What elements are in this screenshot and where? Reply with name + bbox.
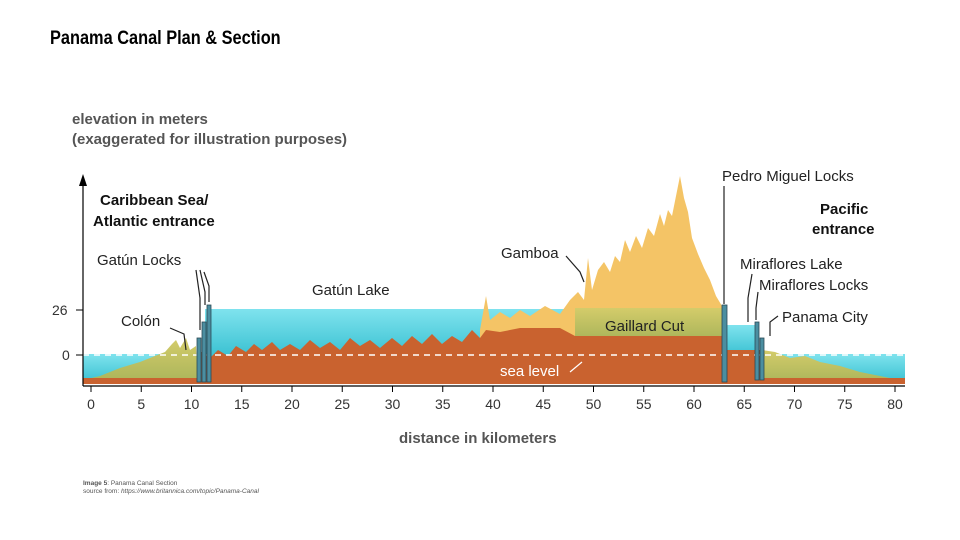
atlantic-coast-terrain [83,338,198,384]
x-tick-label: 20 [284,396,300,412]
sea-level-pointer [569,361,583,373]
label-gamboa: Gamboa [501,245,559,262]
y-axis-title-line2: (exaggerated for illustration purposes) [72,131,348,148]
label-colon: Colón [121,313,160,330]
caption-source-url: https://www.britannica.com/topic/Panama-… [120,488,259,495]
x-tick-label: 70 [787,396,803,412]
bedrock-profile [83,328,905,384]
continental-divide-terrain [480,176,726,340]
x-ticks: 0 5 10 15 20 25 30 35 40 45 50 55 60 65 70 75 80 [87,386,903,412]
x-tick-label: 35 [435,396,451,412]
caption-label: Image 5 [83,480,108,487]
x-tick-label: 50 [586,396,602,412]
pacific-coast-terrain [762,350,905,384]
x-tick-label: 30 [385,396,401,412]
x-tick-label: 45 [535,396,551,412]
caption-text: : Panama Canal Section [107,480,178,487]
y-tick-26: 26 [52,302,68,318]
label-gatun-locks: Gatún Locks [97,252,181,269]
x-tick-label: 5 [137,396,145,412]
x-tick-label: 0 [87,396,95,412]
label-gatun-lake: Gatún Lake [312,282,390,299]
y-tick-0: 0 [62,347,70,363]
x-tick-label: 65 [736,396,752,412]
x-tick-label: 25 [334,396,350,412]
x-tick-label: 55 [636,396,652,412]
label-gaillard-cut: Gaillard Cut [605,318,685,335]
y-axis-title-line1: elevation in meters [72,111,208,128]
gatun-locks-structure [196,304,212,383]
label-miraflores-lake: Miraflores Lake [740,256,843,273]
x-axis-title: distance in kilometers [399,430,557,447]
label-pacific-line1: Pacific [820,201,868,218]
label-pedro-miguel-locks: Pedro Miguel Locks [722,168,854,185]
label-caribbean-line1: Caribbean Sea/ [100,192,209,209]
miraflores-locks-structure [754,321,765,381]
y-axis-title: elevation in meters (exaggerated for ill… [72,110,347,150]
y-axis-arrow [79,174,87,186]
caption-source-prefix: source from: [83,488,121,495]
x-tick-label: 15 [234,396,250,412]
label-sea-level: sea level [500,363,559,380]
gaillard-cut-band [575,308,725,340]
pedro-miguel-locks-structure [721,304,728,383]
leader-lines [169,186,779,351]
label-caribbean-line2: Atlantic entrance [93,213,215,230]
x-tick-label: 60 [686,396,702,412]
slide-title: Panama Canal Plan & Section [50,28,281,49]
label-miraflores-locks: Miraflores Locks [759,277,868,294]
image-caption: Image 5: Panama Canal Section source fro… [83,480,259,496]
label-pacific-line2: entrance [812,221,875,238]
label-panama-city: Panama City [782,309,868,326]
x-tick-label: 10 [184,396,200,412]
x-tick-label: 40 [485,396,501,412]
x-tick-label: 80 [887,396,903,412]
x-tick-label: 75 [837,396,853,412]
